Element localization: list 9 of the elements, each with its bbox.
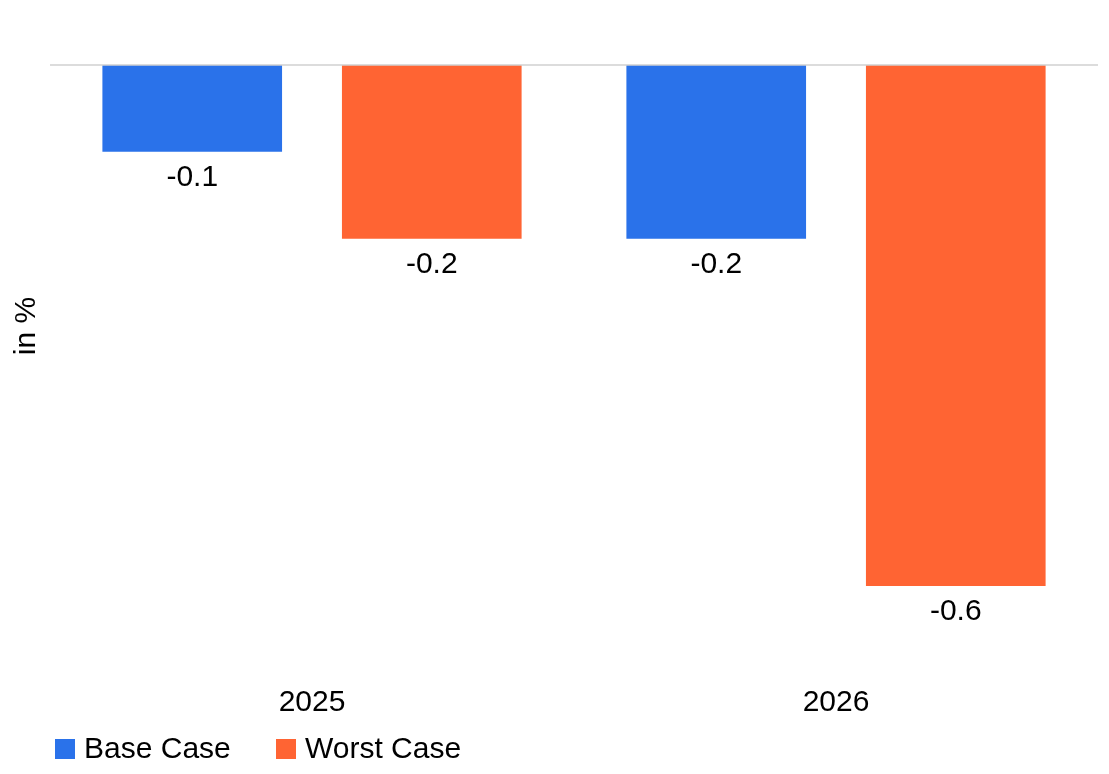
data-label: -0.2 [690,245,743,279]
y-axis-title: in % [7,296,41,356]
x-tick-label: 2025 [278,683,346,717]
data-label: -0.2 [405,245,458,279]
legend-label: Worst Case [305,731,462,764]
data-label: -0.6 [929,593,982,626]
legend-label: Base Case [84,731,231,764]
data-label: -0.1 [166,158,219,192]
x-tick-label: 2026 [802,683,870,717]
